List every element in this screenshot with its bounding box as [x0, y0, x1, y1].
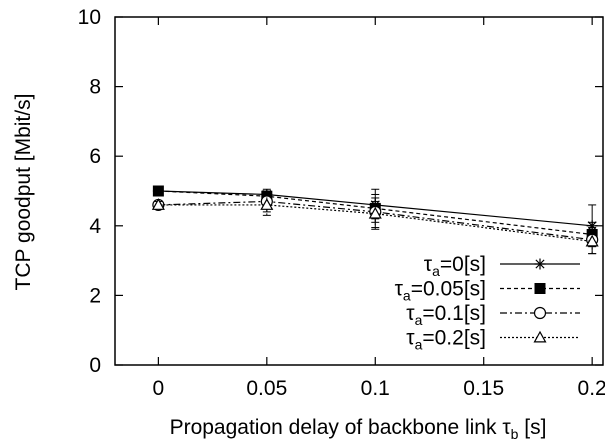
x-tick-label: 0.05 — [246, 377, 287, 400]
series-layer — [151, 185, 599, 255]
legend-marker-3 — [533, 330, 547, 343]
series-line — [158, 190, 593, 236]
legend-marker-1 — [534, 283, 546, 294]
plot-frame — [114, 16, 604, 366]
x-axis-label-sub: b — [511, 426, 519, 442]
data-point — [152, 185, 164, 197]
marker-stroke — [535, 259, 545, 269]
data-point — [585, 234, 599, 247]
y-tick-label: 4 — [89, 215, 101, 238]
x-tick-label: 0.1 — [361, 377, 390, 400]
y-tick-label: 2 — [89, 284, 101, 307]
plot-border — [114, 16, 604, 366]
legend-rest: =0.2[s] — [422, 327, 486, 350]
y-tick-label: 10 — [78, 6, 101, 29]
legend-marker-2 — [533, 306, 547, 320]
legend-label-3: τa=0.2[s] — [406, 327, 486, 353]
y-tick-label: 0 — [89, 354, 101, 377]
x-tick-label: 0.2 — [578, 377, 605, 400]
x-tick-label: 0 — [153, 377, 165, 400]
series-line — [158, 190, 593, 227]
x-axis-label: Propagation delay of backbone link τb [s… — [170, 416, 547, 442]
x-axis-label-symbol: τ — [502, 416, 511, 439]
legend-symbol: τ — [406, 302, 415, 325]
legend-marker-0 — [534, 258, 546, 270]
marker-stroke — [587, 221, 597, 231]
x-axis-label-unit: [s] — [518, 416, 546, 439]
legend-sub: a — [415, 337, 423, 353]
legend-rest: =0[s] — [440, 253, 486, 276]
y-axis-label: TCP goodput [Mbit/s] — [12, 94, 35, 291]
legend-sub: a — [415, 312, 423, 328]
legend-rest: =0.1[s] — [422, 302, 486, 325]
legend-symbol: τ — [395, 278, 404, 301]
series-3 — [151, 193, 599, 255]
legend: τa=0[s]τa=0.05[s]τa=0.1[s]τa=0.2[s] — [395, 253, 580, 353]
legend-rest: =0.05[s] — [411, 278, 486, 301]
legend-sub: a — [432, 263, 440, 279]
data-point — [368, 206, 382, 219]
legend-label-1: τa=0.05[s] — [395, 278, 486, 304]
legend-sub: a — [403, 288, 411, 304]
legend-symbol: τ — [424, 253, 433, 276]
x-tick-label: 0.15 — [463, 377, 504, 400]
legend-label-0: τa=0[s] — [424, 253, 486, 279]
x-axis: 0 0.05 0.1 0.15 0.2 — [153, 17, 605, 400]
data-point — [151, 198, 165, 210]
data-point — [260, 198, 274, 210]
y-tick-label: 8 — [89, 76, 101, 99]
legend-symbol: τ — [406, 327, 415, 350]
x-axis-label-main: Propagation delay of backbone link — [170, 416, 503, 439]
y-axis: 0 2 4 6 8 10 — [78, 6, 603, 377]
series-line — [158, 200, 593, 241]
legend-label-2: τa=0.1[s] — [406, 302, 486, 328]
y-tick-label: 6 — [89, 145, 101, 168]
